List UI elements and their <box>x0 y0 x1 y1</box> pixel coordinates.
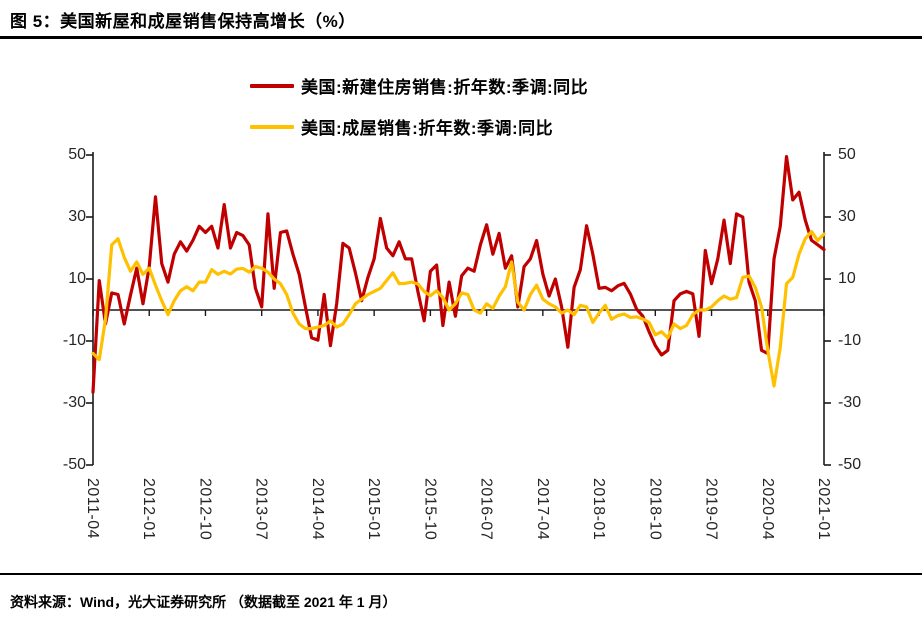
legend: 美国:新建住房销售:折年数:季调:同比 美国:成屋销售:折年数:季调:同比 <box>250 65 588 147</box>
x-axis-tick-label: 2012-01 <box>140 478 158 541</box>
x-axis-tick-label: 2017-04 <box>533 478 551 541</box>
title-divider <box>0 36 922 39</box>
legend-line-swatch-red <box>250 83 294 88</box>
y-axis-tick-label-left: 50 <box>68 146 86 163</box>
y-axis-tick-label-right: -30 <box>838 394 862 411</box>
x-axis-tick-label: 2015-01 <box>365 478 383 541</box>
y-axis-tick-label-right: 50 <box>838 146 856 163</box>
legend-item-existing-home-sales: 美国:成屋销售:折年数:季调:同比 <box>250 106 588 147</box>
x-axis-tick-label: 2019-07 <box>702 478 720 541</box>
y-axis-tick-label-right: 30 <box>838 208 856 225</box>
legend-label-new-home-sales: 美国:新建住房销售:折年数:季调:同比 <box>301 78 589 97</box>
line-new-home-sales <box>91 154 826 394</box>
x-axis-tick-label: 2011-04 <box>84 478 101 540</box>
plot-canvas <box>86 152 831 466</box>
y-axis-tick-label-left: -50 <box>62 456 86 473</box>
y-axis-tick-label-left: -30 <box>62 394 86 411</box>
y-axis-tick-label-right: 10 <box>838 270 856 287</box>
x-axis-tick-label: 2015-10 <box>421 478 439 541</box>
legend-label-existing-home-sales: 美国:成屋销售:折年数:季调:同比 <box>301 119 554 138</box>
line-existing-home-sales <box>91 229 826 388</box>
x-axis-tick-label: 2014-04 <box>308 478 326 541</box>
legend-item-new-home-sales: 美国:新建住房销售:折年数:季调:同比 <box>250 65 588 106</box>
source-note: 资料来源：Wind，光大证券研究所 （数据截至 2021 年 1 月） <box>10 594 397 610</box>
y-axis-tick-label-left: 10 <box>68 270 86 287</box>
x-axis-tick-label: 2016-07 <box>477 478 495 541</box>
x-axis-tick-label: 2013-07 <box>252 478 270 541</box>
chart-area: 美国:新建住房销售:折年数:季调:同比 美国:成屋销售:折年数:季调:同比 50… <box>0 40 922 570</box>
figure-bottom-divider <box>0 573 922 575</box>
y-axis-tick-label-right: -50 <box>838 456 862 473</box>
y-axis-tick-label-right: -10 <box>838 332 862 349</box>
y-axis-tick-label-left: 30 <box>68 208 86 225</box>
legend-line-swatch-yellow <box>250 124 294 129</box>
x-axis-tick-label: 2020-04 <box>758 478 776 541</box>
x-axis-tick-label: 2021-01 <box>815 478 832 541</box>
figure-title: 图 5：美国新屋和成屋销售保持高增长（%） <box>10 12 356 31</box>
x-axis-tick-label: 2018-01 <box>590 478 608 541</box>
x-axis-tick-label: 2018-10 <box>646 478 664 541</box>
y-axis-tick-label-left: -10 <box>62 332 86 349</box>
x-axis-tick-label: 2012-10 <box>196 478 214 541</box>
